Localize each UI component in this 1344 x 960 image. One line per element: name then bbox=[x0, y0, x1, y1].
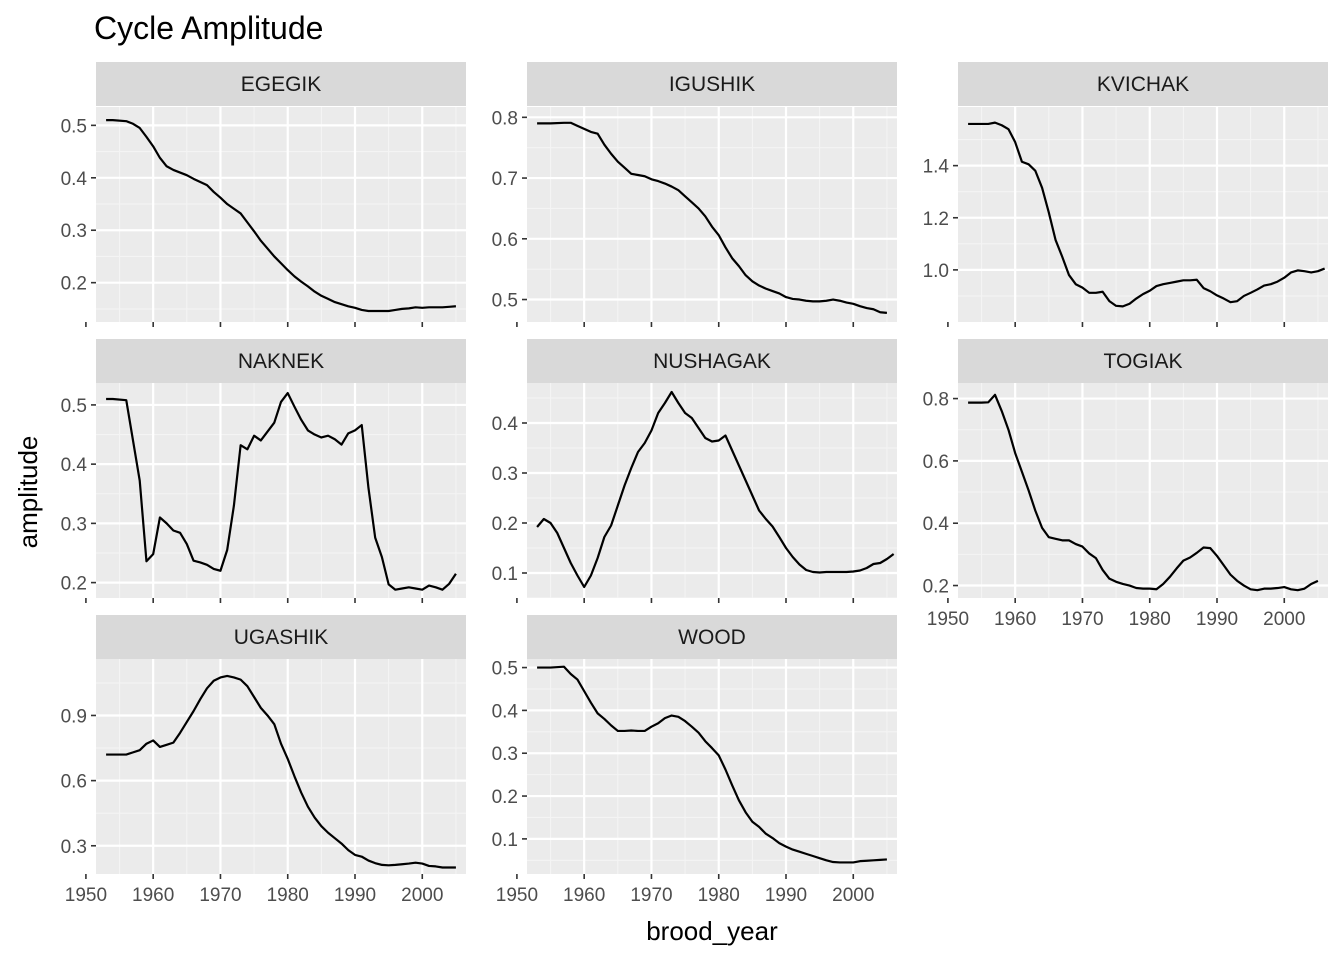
y-tick-label: 0.3 bbox=[61, 514, 87, 535]
facet-wood: WOOD 0.1 0.2 0.3 0.4 0.5 1950 1960 1970 1980 1990 2… bbox=[492, 615, 897, 906]
series-line-kvichak bbox=[968, 121, 1326, 308]
y-tick-label: 0.3 bbox=[492, 744, 518, 765]
chart-title: Cycle Amplitude bbox=[94, 10, 323, 46]
x-tick-label: 2000 bbox=[401, 885, 443, 906]
facet-nushagak: NUSHAGAK 0.1 0.2 0.3 0.4 bbox=[492, 339, 897, 603]
y-tick-label: 0.4 bbox=[61, 169, 88, 190]
gridlines-togiak bbox=[958, 383, 1328, 598]
strip-label-kvichak: KVICHAK bbox=[1097, 73, 1189, 96]
strip-label-togiak: TOGIAK bbox=[1104, 350, 1183, 373]
y-tick-label: 0.2 bbox=[492, 514, 518, 535]
panel-bg-ugashik bbox=[96, 659, 466, 874]
y-tick-label: 0.5 bbox=[492, 659, 518, 680]
y-tick-label: 0.2 bbox=[923, 577, 949, 598]
x-tick-label: 1980 bbox=[1129, 609, 1171, 630]
facet-kvichak: KVICHAK 1.0 1.2 1.4 bbox=[923, 62, 1328, 327]
facet-igushik: IGUSHIK 0.5 0.6 0.7 0.8 bbox=[492, 62, 897, 327]
strip-naknek bbox=[96, 339, 466, 383]
strip-label-egegik: EGEGIK bbox=[241, 73, 322, 96]
x-tick-label: 1970 bbox=[1061, 609, 1103, 630]
x-tick-label: 1950 bbox=[65, 885, 107, 906]
series-line-wood bbox=[537, 665, 887, 864]
gridlines-egegik bbox=[96, 107, 466, 322]
facet-panels: EGEGIK 0.2 0.3 0.4 0.5 IGUSHIK 0.5 0.6 0.7 0.8 KVI… bbox=[61, 62, 1328, 906]
series-line-naknek bbox=[106, 391, 457, 591]
strip-label-wood: WOOD bbox=[678, 626, 746, 649]
y-tick-label: 0.6 bbox=[492, 230, 518, 251]
y-tick-label: 0.5 bbox=[61, 116, 87, 137]
x-tick-label: 1950 bbox=[496, 885, 538, 906]
series-line-egegik bbox=[106, 119, 456, 313]
y-tick-label: 0.4 bbox=[61, 455, 88, 476]
x-tick-label: 1990 bbox=[765, 885, 807, 906]
panel-bg-naknek bbox=[96, 383, 466, 598]
y-tick-label: 0.5 bbox=[61, 396, 87, 417]
y-tick-label: 0.6 bbox=[923, 452, 949, 473]
y-tick-label: 0.2 bbox=[492, 787, 518, 808]
strip-label-naknek: NAKNEK bbox=[238, 350, 324, 373]
strip-wood bbox=[527, 615, 897, 659]
facet-egegik: EGEGIK 0.2 0.3 0.4 0.5 bbox=[61, 62, 466, 327]
gridlines-naknek bbox=[96, 383, 466, 598]
strip-ugashik bbox=[96, 615, 466, 659]
y-tick-label: 0.3 bbox=[61, 837, 87, 858]
x-tick-label: 1990 bbox=[1196, 609, 1238, 630]
series-line-togiak bbox=[968, 393, 1319, 592]
x-tick-label: 1970 bbox=[630, 885, 672, 906]
gridlines-wood bbox=[527, 659, 897, 874]
gridlines-nushagak bbox=[527, 383, 897, 598]
x-tick-label: 1960 bbox=[563, 885, 605, 906]
series-line-igushik bbox=[537, 121, 888, 314]
y-tick-label: 1.0 bbox=[923, 261, 949, 282]
x-tick-label: 1990 bbox=[334, 885, 376, 906]
y-tick-label: 0.8 bbox=[923, 390, 949, 411]
panel-bg-egegik bbox=[96, 107, 466, 322]
y-tick-label: 0.7 bbox=[492, 169, 518, 190]
y-tick-label: 1.4 bbox=[923, 157, 950, 178]
series-line-ugashik bbox=[106, 674, 456, 869]
strip-label-nushagak: NUSHAGAK bbox=[653, 350, 771, 373]
y-tick-label: 1.2 bbox=[923, 209, 949, 230]
y-tick-label: 0.1 bbox=[492, 830, 518, 851]
strip-igushik bbox=[527, 62, 897, 106]
x-tick-label: 1980 bbox=[698, 885, 740, 906]
y-tick-label: 0.8 bbox=[492, 108, 518, 129]
panel-bg-nushagak bbox=[527, 383, 897, 598]
y-tick-label: 0.9 bbox=[61, 706, 87, 727]
x-tick-label: 1960 bbox=[994, 609, 1036, 630]
facet-naknek: NAKNEK 0.2 0.3 0.4 0.5 bbox=[61, 339, 466, 603]
x-tick-label: 1970 bbox=[199, 885, 241, 906]
gridlines-ugashik bbox=[96, 659, 466, 874]
y-tick-label: 0.3 bbox=[492, 464, 518, 485]
y-tick-label: 0.3 bbox=[61, 221, 87, 242]
series-line-nushagak bbox=[536, 390, 895, 589]
x-tick-label: 1980 bbox=[267, 885, 309, 906]
x-tick-label: 2000 bbox=[832, 885, 874, 906]
y-tick-label: 0.1 bbox=[492, 564, 518, 585]
y-tick-label: 0.4 bbox=[923, 514, 950, 535]
strip-label-ugashik: UGASHIK bbox=[234, 626, 329, 649]
strip-egegik bbox=[96, 62, 466, 106]
strip-nushagak bbox=[527, 339, 897, 383]
y-tick-label: 0.6 bbox=[61, 772, 87, 793]
y-tick-label: 0.2 bbox=[61, 574, 87, 595]
facet-togiak: TOGIAK 0.2 0.4 0.6 0.8 1950 1960 1970 1980 1990 20… bbox=[923, 339, 1328, 630]
y-tick-label: 0.5 bbox=[492, 291, 518, 312]
y-tick-label: 0.2 bbox=[61, 274, 87, 295]
panel-bg-igushik bbox=[527, 107, 897, 322]
x-tick-label: 1960 bbox=[132, 885, 174, 906]
x-tick-label: 1950 bbox=[927, 609, 969, 630]
panel-bg-togiak bbox=[958, 383, 1328, 598]
y-tick-label: 0.4 bbox=[492, 701, 519, 722]
y-axis-title: amplitude bbox=[13, 436, 43, 549]
facet-ugashik: UGASHIK 0.3 0.6 0.9 1950 1960 1970 1980 1990 2000 bbox=[61, 615, 466, 906]
y-tick-label: 0.4 bbox=[492, 414, 519, 435]
strip-kvichak bbox=[958, 62, 1328, 106]
x-tick-label: 2000 bbox=[1263, 609, 1305, 630]
strip-togiak bbox=[958, 339, 1328, 383]
x-axis-title: brood_year bbox=[646, 916, 778, 946]
panel-bg-wood bbox=[527, 659, 897, 874]
strip-label-igushik: IGUSHIK bbox=[669, 73, 755, 96]
